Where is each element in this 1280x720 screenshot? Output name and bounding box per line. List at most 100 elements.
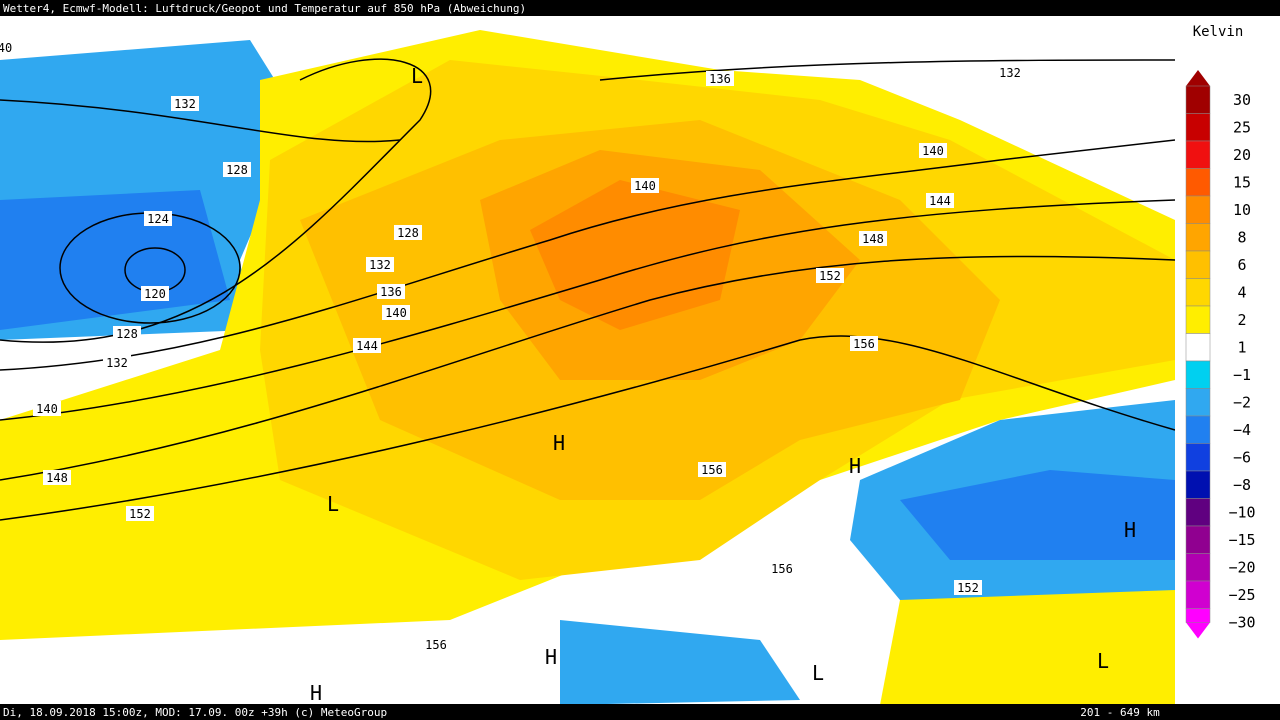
contour-label: 152 — [129, 507, 151, 521]
contour-label: 156 — [701, 463, 723, 477]
legend-swatch — [1185, 360, 1211, 389]
legend-swatch — [1185, 388, 1211, 417]
contour-label-bg — [631, 178, 659, 193]
contour-label: 128 — [226, 163, 248, 177]
pressure-center: H — [310, 681, 322, 705]
contour-label: 144 — [356, 339, 378, 353]
contour-label-bg — [422, 637, 450, 652]
legend-swatch — [1185, 580, 1211, 609]
contour-label-bg — [141, 286, 169, 301]
contour-label-bg — [382, 305, 410, 320]
contour-label: 156 — [425, 638, 447, 652]
header-title: Wetter4, Ecmwf-Modell: Luftdruck/Geopot … — [3, 2, 526, 15]
legend-swatch — [1185, 223, 1211, 252]
legend-label: −20 — [1228, 559, 1255, 577]
legend-swatch — [1185, 140, 1211, 169]
contour-label-bg — [919, 143, 947, 158]
contour-label-bg — [353, 338, 381, 353]
legend-swatch — [1185, 333, 1211, 362]
contour-label: 40 — [0, 41, 12, 55]
pressure-center: H — [545, 645, 557, 669]
temperature-field — [0, 30, 1175, 705]
legend-label: 10 — [1233, 201, 1251, 219]
footer-bar — [0, 704, 1280, 720]
legend-label: 2 — [1237, 311, 1246, 329]
pressure-center: L — [327, 492, 339, 516]
contour-label: 156 — [771, 562, 793, 576]
legend-label: −30 — [1228, 614, 1255, 632]
legend-swatch — [1185, 305, 1211, 334]
contour-label: 140 — [922, 144, 944, 158]
legend-label: −2 — [1233, 394, 1251, 412]
contour-label: 140 — [36, 402, 58, 416]
legend-label: −15 — [1228, 531, 1255, 549]
legend-label: 4 — [1237, 284, 1246, 302]
contour-label-bg — [926, 193, 954, 208]
contour-label: 120 — [144, 287, 166, 301]
legend-swatch — [1185, 168, 1211, 197]
contour-label-bg — [859, 231, 887, 246]
contour-label: 152 — [819, 269, 841, 283]
contour-label: 132 — [174, 97, 196, 111]
contour-label-bg — [126, 506, 154, 521]
contour-label-bg — [394, 225, 422, 240]
pressure-center: L — [1097, 649, 1109, 673]
legend-arrow-top — [1186, 70, 1210, 86]
legend-label: −6 — [1233, 449, 1251, 467]
contour-label: 124 — [147, 212, 169, 226]
legend-label: 30 — [1233, 91, 1251, 109]
legend-swatch — [1185, 470, 1211, 499]
contour-label-bg — [43, 470, 71, 485]
contour-label: 140 — [634, 179, 656, 193]
contour-label-bg — [103, 355, 131, 370]
contour-label: 132 — [106, 356, 128, 370]
footer-info: Di, 18.09.2018 15:00z, MOD: 17.09. 00z +… — [3, 706, 387, 719]
legend-swatch — [1185, 525, 1211, 554]
pressure-center: H — [1124, 518, 1136, 542]
contour-label: 152 — [957, 581, 979, 595]
contour-label: 140 — [385, 306, 407, 320]
contour-label-bg — [223, 162, 251, 177]
contour-label-bg — [171, 96, 199, 111]
contour-label-bg — [377, 284, 405, 299]
contour-label: 132 — [369, 258, 391, 272]
pressure-center: L — [411, 64, 423, 88]
contour-label: 156 — [853, 337, 875, 351]
legend-label: 6 — [1237, 256, 1246, 274]
legend-swatch — [1185, 85, 1211, 114]
legend-swatch — [1185, 113, 1211, 142]
legend-arrow-bottom — [1186, 622, 1210, 639]
contour-label: 136 — [709, 72, 731, 86]
legend-swatch — [1185, 250, 1211, 279]
legend-label: 1 — [1237, 339, 1246, 357]
legend-unit: Kelvin — [1193, 24, 1244, 40]
pressure-center: H — [553, 431, 565, 455]
contour-label-bg — [698, 462, 726, 477]
contour-label: 132 — [999, 66, 1021, 80]
legend-label: 15 — [1233, 174, 1251, 192]
contour-label-bg — [996, 65, 1024, 80]
header-bar — [0, 0, 1280, 16]
contour-label: 128 — [116, 327, 138, 341]
scale-label: 201 - 649 km — [1080, 706, 1160, 719]
legend-label: 8 — [1237, 229, 1246, 247]
contour-label-bg — [366, 257, 394, 272]
contour-label: 148 — [46, 471, 68, 485]
legend-swatch — [1185, 195, 1211, 224]
contour-label-bg — [144, 211, 172, 226]
legend-label: 20 — [1233, 146, 1251, 164]
contour-label: 128 — [397, 226, 419, 240]
contour-label-bg — [33, 401, 61, 416]
legend-swatch — [1185, 553, 1211, 582]
legend: 30 25 20 15 10 8 6 4 2 1 −1 −2 −4 −6 −8 −10 −15 −20 −25 −30 — [1185, 70, 1256, 639]
contour-label-bg — [706, 71, 734, 86]
legend-label: 25 — [1233, 119, 1251, 137]
contour-label: 136 — [380, 285, 402, 299]
legend-label: −1 — [1233, 366, 1251, 384]
legend-label: −10 — [1228, 504, 1255, 522]
legend-label: −8 — [1233, 476, 1251, 494]
pressure-center: H — [849, 454, 861, 478]
legend-swatch — [1185, 608, 1211, 623]
contour-label-bg — [768, 561, 796, 576]
